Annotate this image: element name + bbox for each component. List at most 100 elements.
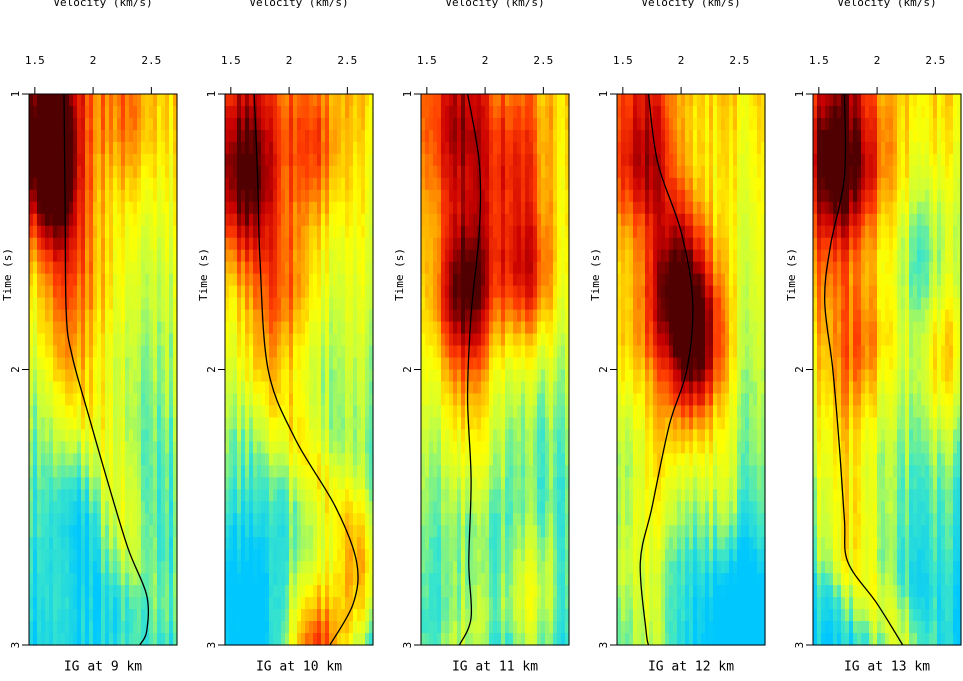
heatmap-cell bbox=[173, 321, 178, 335]
heatmap-cell bbox=[433, 561, 438, 574]
heatmap-cell bbox=[369, 309, 374, 323]
heatmap-cell bbox=[285, 129, 290, 143]
heatmap-cell bbox=[481, 501, 486, 514]
heatmap-cell bbox=[233, 501, 238, 514]
heatmap-cell bbox=[545, 477, 550, 490]
heatmap-cell bbox=[113, 573, 118, 586]
heatmap-cell bbox=[429, 249, 434, 263]
heatmap-cell bbox=[453, 513, 458, 526]
heatmap-cell bbox=[501, 177, 506, 191]
heatmap-cell bbox=[49, 465, 54, 478]
heatmap-cell bbox=[501, 393, 506, 407]
heatmap-cell bbox=[149, 177, 154, 191]
heatmap-cell bbox=[477, 621, 482, 634]
heatmap-cell bbox=[481, 453, 486, 466]
heatmap-cell bbox=[249, 117, 254, 131]
heatmap-cell bbox=[65, 453, 70, 466]
heatmap-cell bbox=[501, 285, 506, 299]
heatmap-cell bbox=[289, 94, 294, 107]
heatmap-cell bbox=[149, 273, 154, 287]
heatmap-cell bbox=[149, 429, 154, 442]
heatmap-cell bbox=[61, 621, 66, 634]
heatmap-cell bbox=[445, 213, 450, 227]
heatmap-cell bbox=[53, 129, 58, 143]
heatmap-cell bbox=[101, 333, 106, 347]
heatmap-cell bbox=[313, 465, 318, 478]
heatmap-cell bbox=[85, 345, 90, 359]
heatmap-cell bbox=[549, 393, 554, 407]
heatmap-cell bbox=[249, 465, 254, 478]
heatmap-cell bbox=[541, 153, 546, 167]
heatmap-cell bbox=[129, 273, 134, 287]
heatmap-cell bbox=[45, 369, 50, 383]
heatmap-cell bbox=[429, 129, 434, 143]
heatmap-cell bbox=[293, 429, 298, 442]
heatmap-cell bbox=[321, 405, 326, 419]
heatmap-cell bbox=[325, 117, 330, 131]
heatmap-cell bbox=[525, 465, 530, 478]
heatmap-cell bbox=[305, 621, 310, 634]
heatmap-cell bbox=[321, 609, 326, 622]
heatmap-cell bbox=[77, 453, 82, 466]
heatmap-cell bbox=[77, 273, 82, 287]
heatmap-cell bbox=[45, 381, 50, 395]
heatmap-cell bbox=[517, 441, 522, 454]
heatmap-cell bbox=[501, 513, 506, 526]
heatmap-cell bbox=[345, 285, 350, 299]
heatmap-cell bbox=[289, 105, 294, 119]
heatmap-cell bbox=[465, 237, 470, 251]
heatmap-cell bbox=[333, 621, 338, 634]
heatmap-cell bbox=[61, 225, 66, 239]
heatmap-cell bbox=[61, 273, 66, 287]
heatmap-cell bbox=[57, 465, 62, 478]
heatmap-cell bbox=[141, 501, 146, 514]
heatmap-cell bbox=[309, 369, 314, 383]
heatmap-cell bbox=[461, 333, 466, 347]
heatmap-cell bbox=[477, 501, 482, 514]
heatmap-cell bbox=[341, 633, 346, 646]
heatmap-cell bbox=[349, 321, 354, 335]
heatmap-cell bbox=[113, 393, 118, 407]
heatmap-cell bbox=[129, 105, 134, 119]
heatmap-cell bbox=[61, 453, 66, 466]
heatmap-cell bbox=[61, 105, 66, 119]
heatmap-cell bbox=[353, 189, 358, 203]
heatmap-cell bbox=[449, 177, 454, 191]
heatmap-cell bbox=[53, 165, 58, 179]
heatmap-cell bbox=[545, 441, 550, 454]
heatmap-cell bbox=[341, 105, 346, 119]
heatmap-cell bbox=[529, 585, 534, 598]
heatmap-cell bbox=[89, 225, 94, 239]
heatmap-cell bbox=[65, 573, 70, 586]
heatmap-cell bbox=[497, 105, 502, 119]
heatmap-cell bbox=[45, 261, 50, 275]
heatmap-cell bbox=[445, 369, 450, 383]
heatmap-cell bbox=[297, 285, 302, 299]
heatmap-cell bbox=[349, 165, 354, 179]
heatmap-cell bbox=[457, 285, 462, 299]
heatmap-cell bbox=[253, 249, 258, 263]
heatmap-cell bbox=[481, 165, 486, 179]
heatmap-cell bbox=[461, 105, 466, 119]
heatmap-cell bbox=[253, 94, 258, 107]
heatmap-cell bbox=[553, 417, 558, 430]
heatmap-cell bbox=[257, 465, 262, 478]
heatmap-cell bbox=[249, 273, 254, 287]
heatmap-cell bbox=[81, 561, 86, 574]
heatmap-cell bbox=[117, 117, 122, 131]
heatmap-cell bbox=[101, 597, 106, 610]
heatmap-cell bbox=[313, 441, 318, 454]
heatmap-cell bbox=[133, 597, 138, 610]
heatmap-cell bbox=[309, 477, 314, 490]
heatmap-cell bbox=[113, 165, 118, 179]
heatmap-cell bbox=[365, 441, 370, 454]
heatmap-cell bbox=[437, 189, 442, 203]
heatmap-cell bbox=[61, 489, 66, 502]
heatmap-cell bbox=[285, 249, 290, 263]
heatmap-cell bbox=[493, 633, 498, 646]
heatmap-cell bbox=[121, 237, 126, 251]
heatmap-cell bbox=[137, 105, 142, 119]
heatmap-cell bbox=[357, 249, 362, 263]
heatmap-cell bbox=[449, 417, 454, 430]
heatmap-cell bbox=[429, 177, 434, 191]
